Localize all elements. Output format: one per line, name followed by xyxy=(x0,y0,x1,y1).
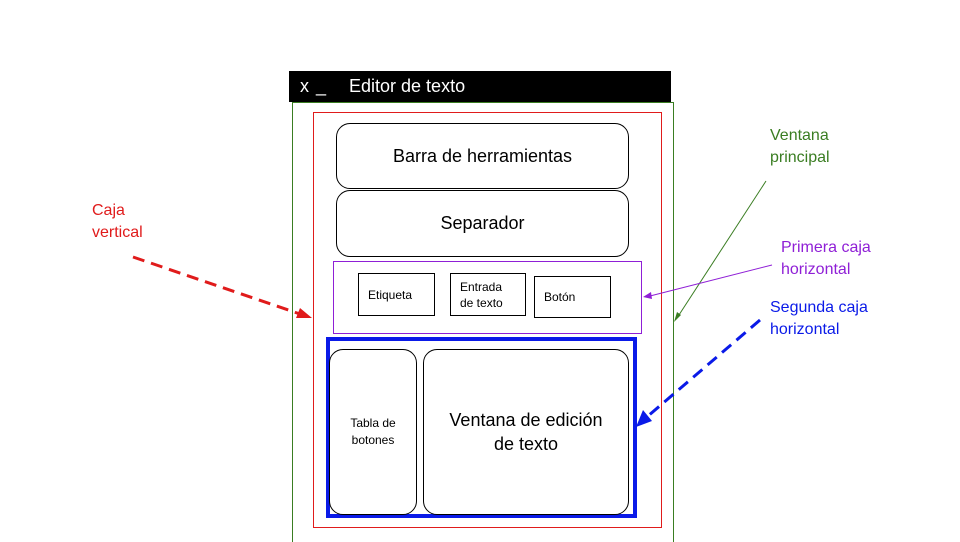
text-edit-window-line-1: Ventana de edición xyxy=(449,410,603,430)
annotation-vertical-box-line-2: vertical xyxy=(92,224,143,241)
button-box: Botón xyxy=(534,276,611,318)
annotation-second-hbox-line-2: horizontal xyxy=(770,321,840,338)
button-table-text-line-1: Tabla de xyxy=(350,416,396,430)
text-edit-window-line-2: de texto xyxy=(493,434,559,454)
first-hbox-arrow-line xyxy=(649,264,773,297)
window-title-bar: x _ Editor de texto xyxy=(289,71,671,102)
window-title: Editor de texto xyxy=(349,76,466,96)
vertical-box-arrow-line xyxy=(132,255,301,316)
second-horizontal-box-frame xyxy=(326,337,637,518)
annotation-vertical-box-line-1: Caja xyxy=(92,202,125,219)
entry-box-text-line-1: Entrada xyxy=(460,279,503,294)
first-horizontal-box-frame xyxy=(333,261,642,334)
window-controls: x _ xyxy=(300,76,328,96)
annotation-first-hbox: Primera caja horizontal xyxy=(781,237,871,281)
first-hbox-arrowhead xyxy=(643,292,652,299)
button-table-box: Tabla de botones xyxy=(329,349,417,515)
vertical-box-arrowhead xyxy=(296,308,312,318)
annotation-second-hbox-line-1: Segunda caja xyxy=(770,299,868,316)
entry-box-text-line-2: de texto xyxy=(460,295,503,310)
vertical-box-frame xyxy=(313,112,662,528)
annotation-vertical-box: Caja vertical xyxy=(92,200,143,244)
separator-box: Separador xyxy=(336,190,629,257)
second-hbox-arrow-line xyxy=(647,318,761,418)
annotation-first-hbox-line-1: Primera caja xyxy=(781,239,871,256)
label-box: Etiqueta xyxy=(358,273,435,316)
second-hbox-arrowhead xyxy=(636,410,652,427)
toolbar-box: Barra de herramientas xyxy=(336,123,629,189)
annotation-main-window: Ventana principal xyxy=(770,125,830,169)
annotation-second-hbox: Segunda caja horizontal xyxy=(770,297,868,341)
annotation-main-window-line-2: principal xyxy=(770,149,830,166)
text-edit-window-box: Ventana de edición de texto xyxy=(423,349,629,515)
button-box-text: Botón xyxy=(544,290,576,304)
annotation-first-hbox-line-2: horizontal xyxy=(781,261,851,278)
button-table-text-line-2: botones xyxy=(351,433,395,447)
annotation-main-window-line-1: Ventana xyxy=(770,127,829,144)
toolbar-label: Barra de herramientas xyxy=(392,145,573,166)
main-window-frame xyxy=(292,102,674,542)
separator-label: Separador xyxy=(440,213,525,233)
label-box-text: Etiqueta xyxy=(368,287,413,302)
entry-box: Entrada de texto xyxy=(450,273,526,316)
main-window-arrow-line xyxy=(676,180,767,319)
main-window-arrowhead xyxy=(674,312,681,322)
